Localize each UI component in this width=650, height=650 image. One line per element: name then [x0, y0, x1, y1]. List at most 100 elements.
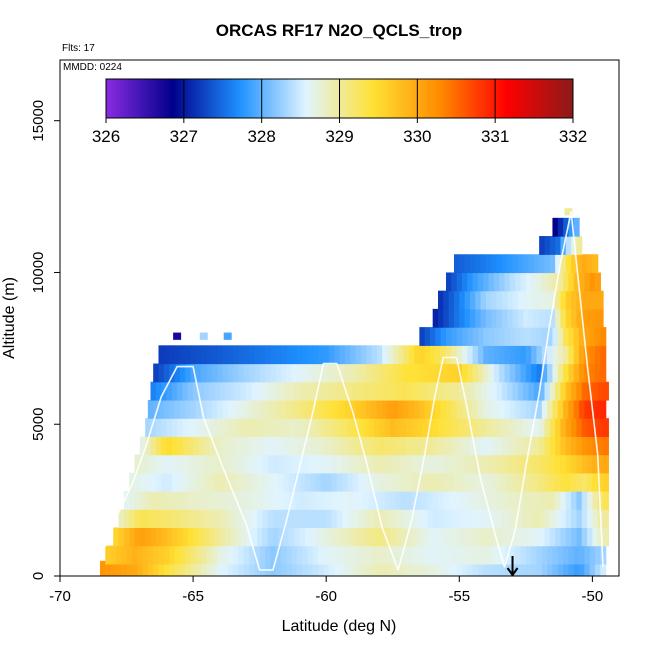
heatmap-cell	[437, 381, 444, 401]
heatmap-cell	[427, 472, 434, 492]
heatmap-cell	[544, 290, 551, 310]
heatmap-cell	[533, 254, 540, 274]
heatmap-cell	[288, 436, 295, 456]
heatmap-cell	[395, 527, 402, 547]
heatmap-cell	[451, 327, 458, 346]
heatmap-cell	[233, 399, 239, 419]
heatmap-cell	[427, 509, 434, 529]
heatmap-cell	[347, 381, 354, 401]
heatmap-cell	[597, 472, 604, 492]
heatmap-cell	[280, 399, 287, 419]
heatmap-cell	[142, 560, 149, 576]
heatmap-cell	[448, 472, 455, 492]
heatmap-cell	[552, 345, 559, 365]
heatmap-cell	[171, 418, 178, 437]
heatmap-cell	[507, 491, 514, 510]
heatmap-cell	[280, 560, 287, 576]
heatmap-cell	[190, 545, 197, 565]
heatmap-cell	[288, 527, 295, 547]
heatmap-cell	[326, 381, 333, 401]
heatmap-cell	[595, 545, 601, 565]
heatmap-cell	[219, 472, 226, 492]
heatmap-cell	[267, 527, 274, 547]
heatmap-cell	[187, 472, 194, 492]
heatmap-cell	[209, 491, 215, 510]
heatmap-cell	[336, 436, 343, 456]
heatmap-cell	[363, 436, 370, 456]
heatmap-cell	[217, 345, 223, 365]
heatmap-cell	[251, 472, 258, 492]
heatmap-cell	[552, 560, 559, 576]
heatmap-cell	[153, 363, 160, 383]
heatmap-cell	[225, 381, 231, 401]
y-axis-label: Altitude (m)	[1, 277, 18, 359]
heatmap-cell	[408, 545, 415, 565]
heatmap-cell	[334, 363, 341, 383]
heatmap-cell	[291, 345, 298, 365]
heatmap-cell	[134, 509, 141, 529]
heatmap-cell	[480, 509, 487, 529]
heatmap-cell	[304, 381, 311, 401]
heatmap-cell	[451, 345, 458, 365]
heatmap-cell	[480, 418, 487, 437]
heatmap-cell	[182, 436, 189, 456]
heatmap-cell	[560, 290, 567, 310]
heatmap-cell	[453, 418, 460, 437]
colorbar-tick-label: 328	[247, 127, 275, 146]
heatmap-cell	[155, 472, 162, 492]
heatmap-cell	[600, 545, 607, 565]
heatmap-cell	[379, 472, 386, 492]
heatmap-cell	[392, 545, 399, 565]
heatmap-cell	[195, 345, 202, 365]
heatmap-cell	[491, 509, 498, 529]
heatmap-cell	[163, 399, 170, 419]
heatmap-cell	[334, 345, 341, 365]
heatmap-cell	[555, 290, 562, 310]
heatmap-cell	[342, 454, 349, 474]
heatmap-cell	[579, 272, 585, 292]
heatmap-cell	[320, 509, 327, 529]
heatmap-cell	[315, 436, 322, 456]
heatmap-cell	[414, 345, 420, 365]
heatmap-cell	[294, 381, 301, 401]
heatmap-cell	[185, 545, 192, 565]
heatmap-cell	[262, 491, 269, 510]
heatmap-cell	[592, 509, 599, 529]
heatmap-cell	[475, 436, 482, 456]
heatmap-cell	[358, 436, 365, 456]
heatmap-cell	[187, 491, 194, 510]
heatmap-cell	[214, 454, 221, 474]
heatmap-cell	[323, 345, 330, 365]
heatmap-cell	[501, 381, 508, 401]
heatmap-cell	[227, 345, 234, 365]
heatmap-cell	[581, 454, 588, 474]
heatmap-cell	[235, 454, 242, 474]
heatmap-cell	[464, 472, 471, 492]
heatmap-cell	[336, 454, 343, 474]
heatmap-cell	[477, 363, 484, 383]
heatmap-cell	[504, 327, 511, 346]
heatmap-cell	[414, 560, 420, 576]
heatmap-cell	[291, 545, 298, 565]
heatmap-cell	[448, 527, 455, 547]
heatmap-cell	[533, 308, 540, 328]
heatmap-cell	[560, 308, 567, 328]
heatmap-cell	[517, 436, 524, 456]
heatmap-cell	[555, 254, 562, 274]
heatmap-cell	[233, 363, 239, 383]
heatmap-cell	[416, 509, 423, 529]
heatmap-cell	[368, 509, 375, 529]
heatmap-cell	[163, 545, 170, 565]
heatmap-cell	[475, 290, 482, 310]
heatmap-cell	[222, 545, 229, 565]
heatmap-cell	[520, 327, 527, 346]
heatmap-cell	[560, 254, 567, 274]
heatmap-cell	[485, 381, 492, 401]
heatmap-cell	[310, 527, 317, 547]
heatmap-cell	[422, 381, 428, 401]
heatmap-cell	[475, 527, 482, 547]
heatmap-cell	[185, 399, 192, 419]
heatmap-cell	[595, 272, 601, 292]
heatmap-cell	[310, 436, 317, 456]
heatmap-cell	[384, 436, 391, 456]
